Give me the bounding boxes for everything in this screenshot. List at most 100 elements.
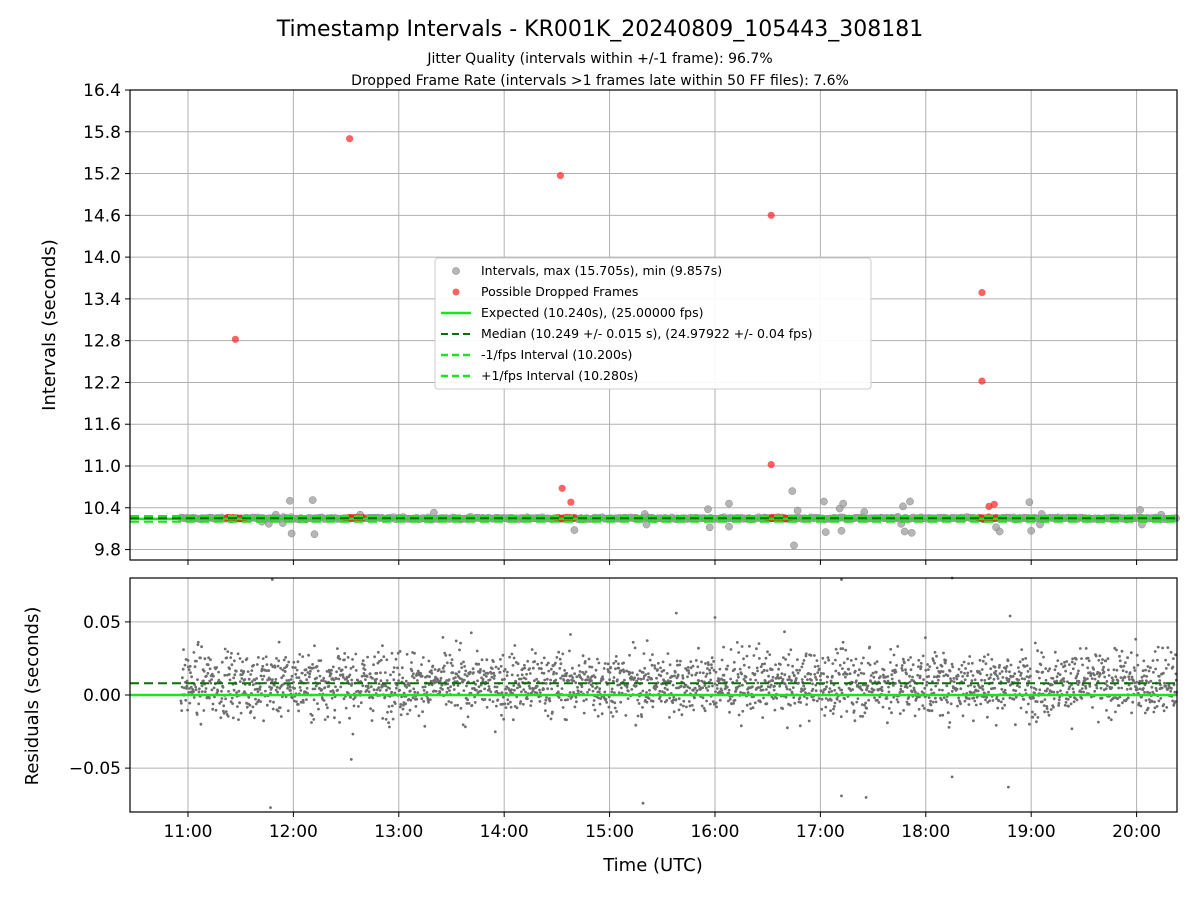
residual-point	[867, 698, 870, 702]
residual-point	[676, 663, 679, 667]
dropped-frame-point	[978, 289, 986, 297]
residual-point	[1171, 665, 1175, 669]
residual-point	[344, 665, 348, 669]
residual-point	[481, 680, 485, 683]
residual-point	[722, 679, 726, 682]
residual-point	[407, 681, 410, 685]
residual-point	[368, 696, 371, 699]
residual-point	[238, 657, 242, 660]
residual-point	[710, 666, 714, 670]
residual-point	[1155, 689, 1159, 692]
legend-label-intervals: Intervals, max (15.705s), min (9.857s)	[481, 263, 722, 278]
residual-point	[1132, 679, 1135, 683]
residual-point	[302, 701, 305, 704]
residual-point	[824, 697, 828, 700]
residual-point	[1074, 657, 1078, 661]
residual-point	[458, 648, 461, 652]
residual-point	[502, 717, 506, 721]
residual-point	[253, 678, 257, 682]
residual-point	[704, 675, 708, 678]
residual-point	[923, 686, 927, 690]
residual-point	[501, 653, 505, 657]
residual-point	[376, 650, 380, 654]
x-tick-label-3: 14:00	[480, 822, 529, 842]
residual-point	[503, 677, 506, 681]
residual-point	[784, 685, 788, 689]
residual-point	[324, 703, 328, 706]
residual-point	[659, 699, 663, 703]
residual-point	[316, 702, 319, 705]
residual-point	[578, 670, 582, 673]
residual-point	[1068, 685, 1071, 689]
residual-point	[969, 669, 973, 673]
residual-point	[650, 677, 654, 681]
residual-point	[422, 689, 426, 692]
residual-point	[362, 672, 366, 675]
residual-point	[1102, 665, 1105, 669]
residual-point	[562, 678, 566, 682]
residual-point	[313, 644, 316, 648]
residual-point	[908, 674, 911, 678]
residual-point	[733, 698, 737, 702]
residual-point	[1152, 710, 1156, 714]
residual-point	[544, 709, 547, 712]
legend-label-dropped: Possible Dropped Frames	[481, 284, 638, 299]
residual-point	[372, 688, 376, 692]
residual-point	[213, 695, 216, 699]
residual-point	[687, 669, 690, 672]
residual-point	[1154, 667, 1157, 671]
residual-point	[420, 663, 423, 666]
residual-point	[231, 716, 235, 720]
residual-point	[337, 654, 340, 658]
residual-point	[444, 654, 448, 657]
residual-point	[480, 658, 484, 662]
residual-point	[1045, 707, 1049, 710]
residual-point	[639, 713, 643, 716]
residual-point	[459, 641, 462, 645]
residual-point	[500, 691, 504, 695]
residual-point	[1009, 663, 1013, 667]
residual-point	[559, 662, 563, 666]
residual-point	[663, 686, 667, 690]
residual-point	[905, 672, 908, 676]
residual-point	[441, 688, 444, 691]
residual-point	[409, 689, 412, 693]
residual-point	[379, 658, 383, 662]
residual-point	[907, 695, 911, 699]
residual-point	[187, 668, 191, 672]
dropped-frame-point	[767, 461, 775, 469]
residual-point	[1035, 720, 1038, 724]
residual-point	[259, 700, 262, 703]
residual-point	[798, 696, 802, 700]
residual-point	[426, 674, 429, 678]
residual-point	[697, 646, 700, 650]
residual-point	[1053, 668, 1057, 672]
residual-point	[950, 679, 953, 683]
residual-point	[447, 700, 451, 703]
residual-point	[381, 717, 385, 720]
residual-point	[296, 702, 300, 706]
residual-point	[648, 658, 652, 662]
residual-point	[1105, 680, 1109, 683]
residual-point	[1145, 675, 1149, 678]
residual-point	[268, 699, 272, 703]
residual-point	[1067, 704, 1070, 708]
residual-point	[236, 705, 239, 708]
residual-point	[393, 691, 397, 695]
residual-point	[1044, 667, 1048, 670]
residual-point	[847, 667, 851, 671]
residual-point	[393, 702, 397, 705]
residual-point	[412, 672, 415, 676]
intervals-series	[130, 135, 1180, 550]
residual-point	[749, 707, 753, 710]
residual-point	[261, 664, 265, 668]
residual-point	[591, 689, 595, 693]
residual-point	[961, 675, 965, 678]
residual-point	[392, 666, 396, 669]
residual-point	[285, 663, 289, 667]
residual-point	[981, 659, 985, 663]
residual-point	[1078, 647, 1082, 650]
residual-point	[1063, 703, 1067, 707]
residual-point	[334, 685, 337, 689]
residual-point	[701, 696, 705, 700]
